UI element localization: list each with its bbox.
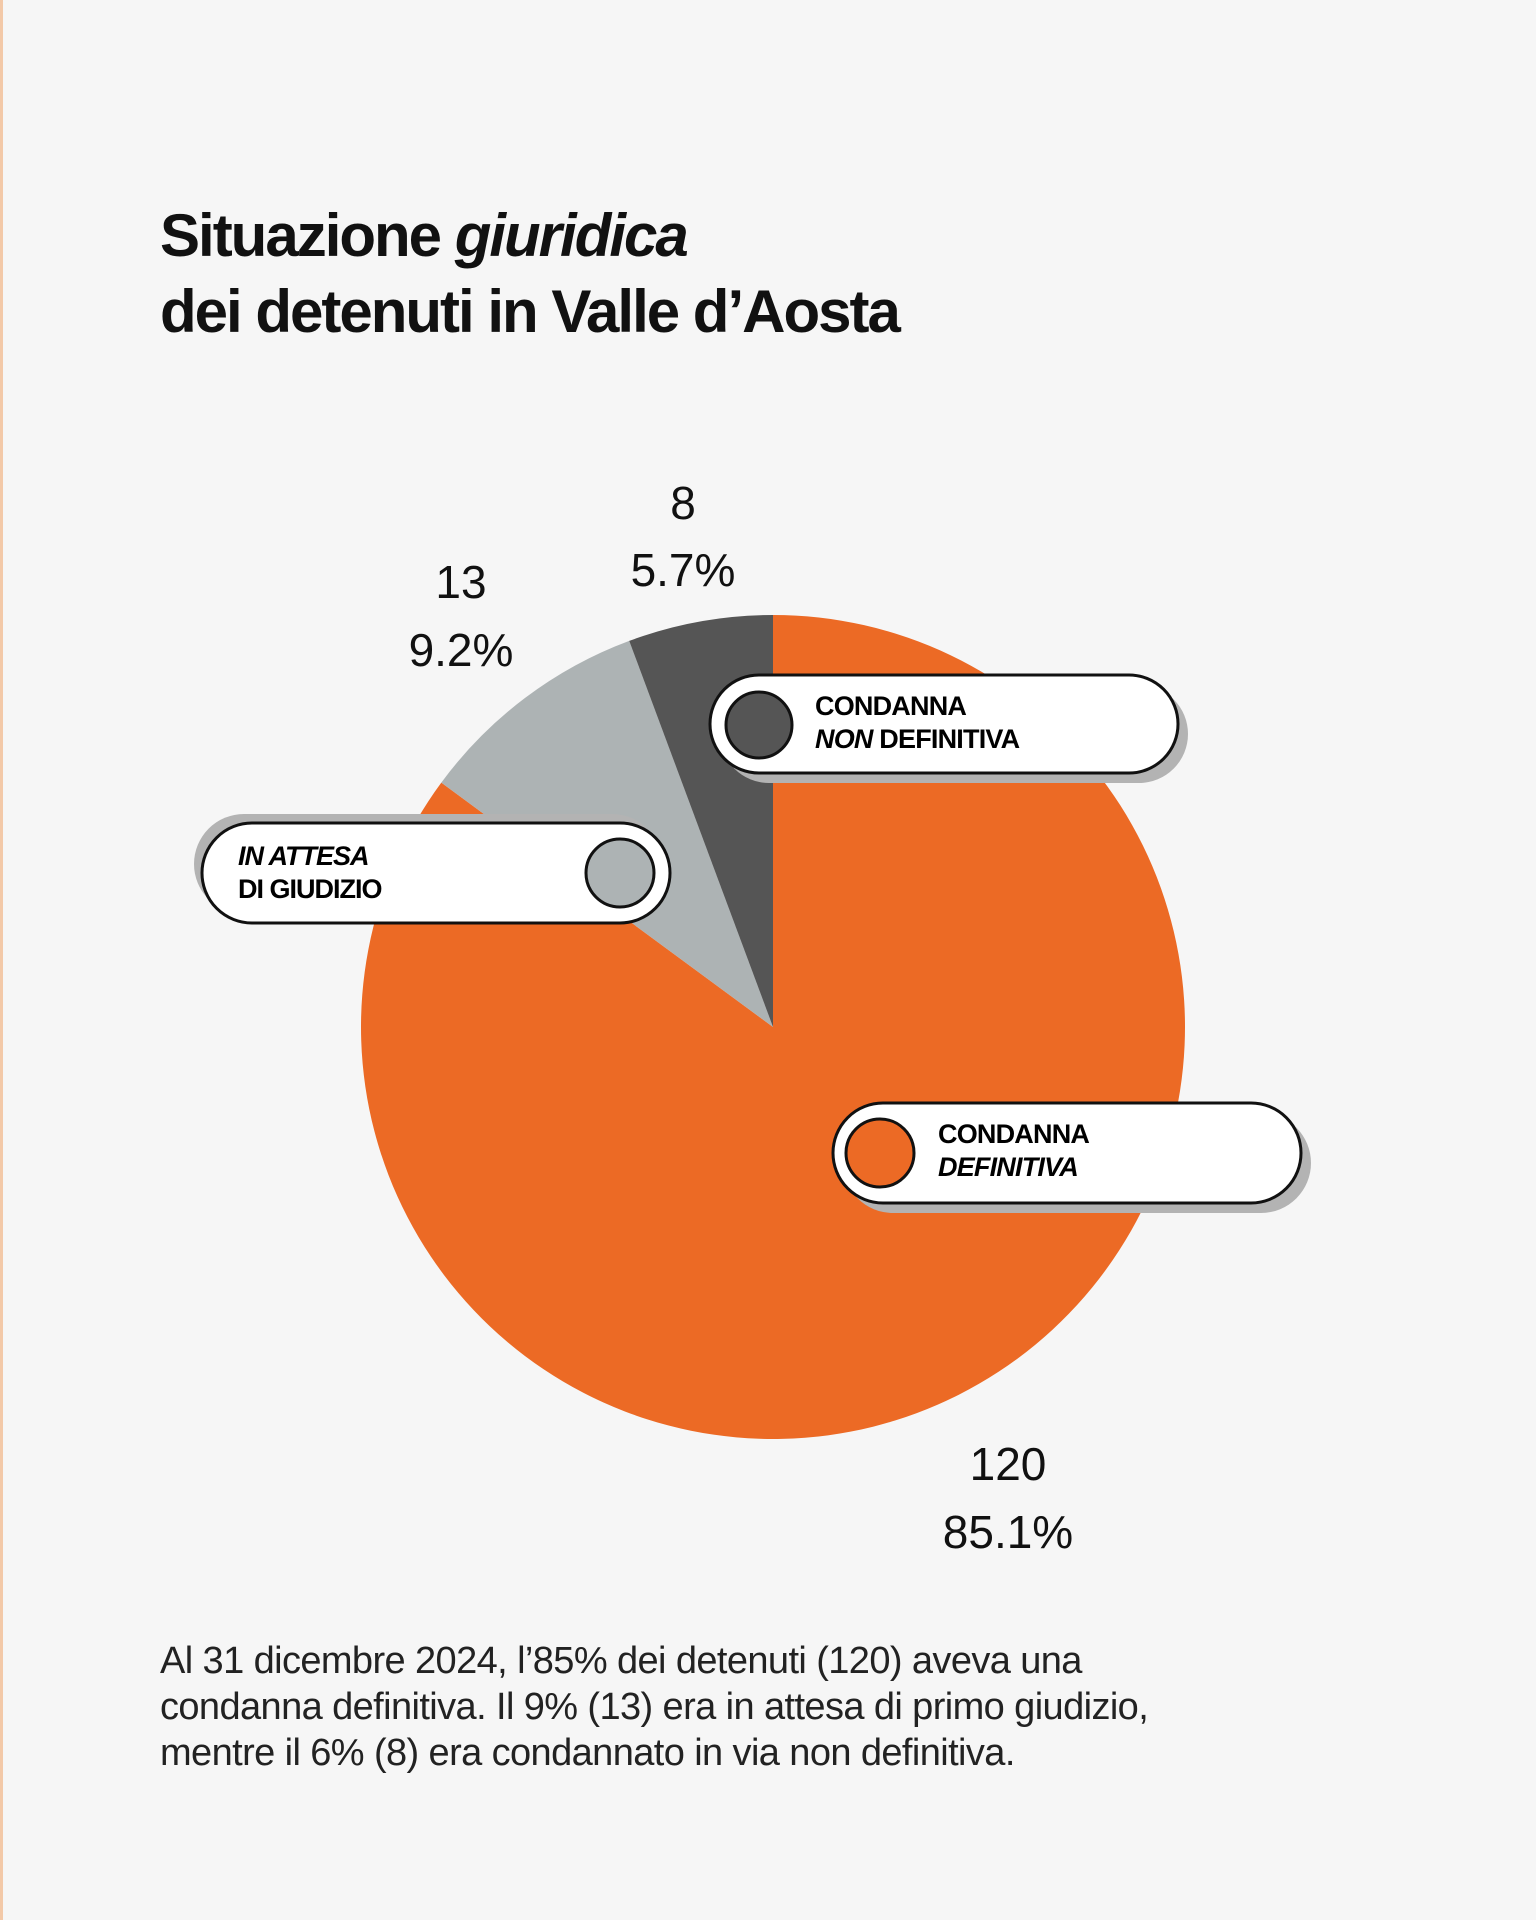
title-italic-word: giuridica xyxy=(454,202,689,269)
data-label-percent-condanna-definitiva: 85.1% xyxy=(943,1506,1073,1558)
legend-label-in-attesa-line2: DI GIUDIZIO xyxy=(238,874,382,904)
legend-pill-condanna-non-definitiva: CONDANNA NON DEFINITIVA xyxy=(708,673,1188,783)
legend-pill-in-attesa: IN ATTESA DI GIUDIZIO xyxy=(194,814,672,925)
legend-pill-condanna-definitiva: CONDANNA DEFINITIVA xyxy=(831,1101,1311,1213)
caption-line-3: mentre il 6% (8) era condannato in via n… xyxy=(160,1732,1015,1774)
data-label-percent-condanna-non-definitiva: 5.7% xyxy=(631,544,736,596)
legend-label-condanna-definitiva-line1: CONDANNA xyxy=(938,1119,1089,1149)
edge-stripe xyxy=(0,0,3,1920)
data-label-value-in-attesa: 13 xyxy=(435,556,486,608)
title-line-1: Situazione giuridica xyxy=(160,202,689,269)
legend-swatch-condanna-definitiva xyxy=(844,1117,916,1189)
legend-pill-body xyxy=(200,821,672,925)
legend-pill-body xyxy=(708,673,1180,775)
data-label-percent-in-attesa: 9.2% xyxy=(409,624,514,676)
caption-text: Al 31 dicembre 2024, l’85% dei detenuti … xyxy=(160,1638,1390,1776)
data-label-value-condanna-non-definitiva: 8 xyxy=(670,477,696,529)
page-title: Situazione giuridica dei detenuti in Val… xyxy=(160,198,901,350)
legend-pill-body xyxy=(831,1101,1303,1205)
legend-swatch-condanna-non-definitiva xyxy=(724,690,794,760)
legend-swatch-in-attesa xyxy=(584,837,656,909)
legend-label-condanna-non-definitiva-line2: NON DEFINITIVA xyxy=(815,724,1020,754)
caption-line-1: Al 31 dicembre 2024, l’85% dei detenuti … xyxy=(160,1640,1082,1682)
legend-label-condanna-definitiva-line2: DEFINITIVA xyxy=(938,1152,1078,1182)
title-line-2: dei detenuti in Valle d’Aosta xyxy=(160,278,901,345)
legend-label-in-attesa-line1: IN ATTESA xyxy=(238,841,369,871)
caption-line-2: condanna definitiva. Il 9% (13) era in a… xyxy=(160,1686,1149,1728)
data-label-value-condanna-definitiva: 120 xyxy=(970,1438,1047,1490)
legend-label-condanna-non-definitiva-line1: CONDANNA xyxy=(815,691,966,721)
